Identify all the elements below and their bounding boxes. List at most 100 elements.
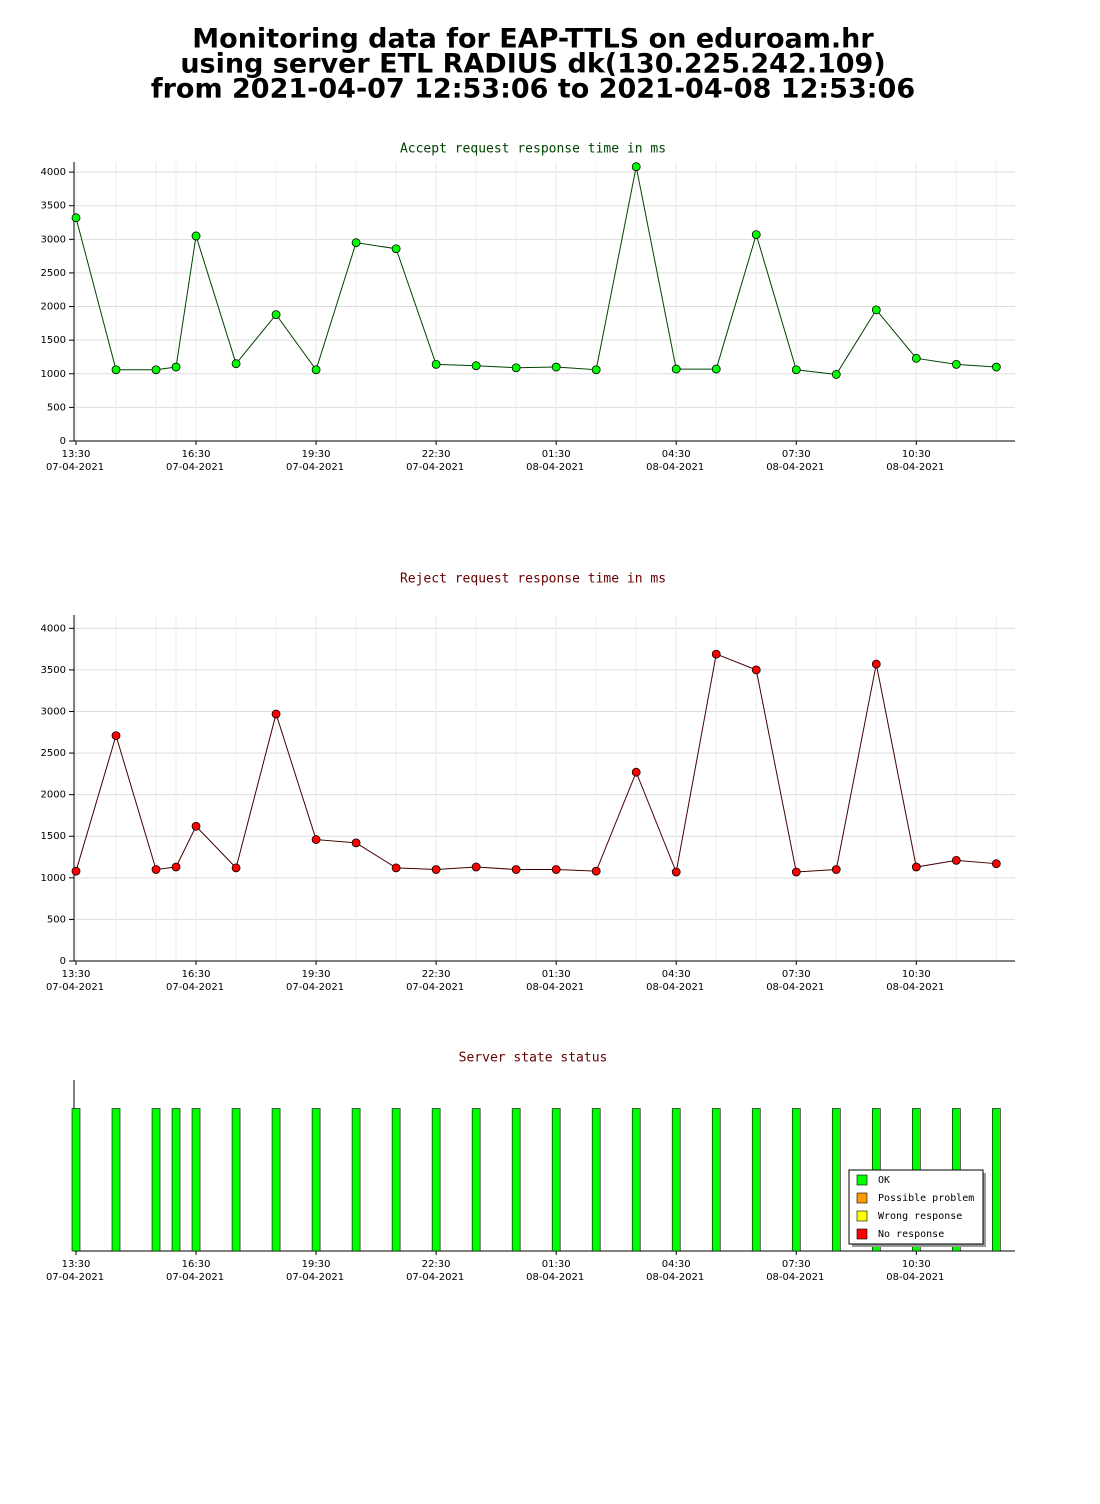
status-bar (671, 1108, 681, 1252)
marker (951, 359, 961, 369)
x-tick-label: 07-04-2021 (406, 982, 464, 993)
marker (171, 862, 181, 872)
marker (271, 310, 281, 320)
status-bar (751, 1108, 761, 1252)
status-bar (311, 1108, 321, 1252)
chart-title: Reject request response time in ms (400, 572, 666, 587)
marker (511, 363, 521, 373)
y-tick-label: 500 (47, 914, 66, 925)
y-tick-label: 1500 (41, 831, 66, 842)
marker (171, 362, 181, 372)
marker (751, 230, 761, 240)
x-tick-label: 19:30 (302, 449, 331, 460)
x-tick-label: 08-04-2021 (766, 462, 824, 473)
marker (631, 162, 641, 172)
x-tick-label: 01:30 (542, 969, 571, 980)
marker (871, 659, 881, 669)
status-bar (111, 1108, 121, 1252)
x-tick-label: 08-04-2021 (526, 1272, 584, 1283)
legend-swatch (856, 1192, 868, 1204)
legend-label: Possible problem (878, 1193, 974, 1204)
y-tick-label: 1000 (41, 369, 66, 380)
x-tick-label: 04:30 (662, 449, 691, 460)
x-tick-label: 07-04-2021 (406, 462, 464, 473)
marker (591, 365, 601, 375)
legend-label: No response (878, 1229, 944, 1240)
marker (711, 649, 721, 659)
status-bar (351, 1108, 361, 1252)
status-bar (151, 1108, 161, 1252)
x-tick-label: 01:30 (542, 449, 571, 460)
legend-swatch (856, 1210, 868, 1222)
chart-title: Accept request response time in ms (400, 142, 666, 157)
marker (831, 370, 841, 379)
marker (791, 867, 801, 877)
y-tick-label: 2000 (41, 790, 66, 801)
legend (848, 1169, 984, 1245)
x-tick-label: 08-04-2021 (526, 462, 584, 473)
marker (991, 859, 1001, 869)
marker (431, 865, 441, 874)
x-tick-label: 07-04-2021 (46, 982, 104, 993)
x-tick-label: 08-04-2021 (646, 982, 704, 993)
x-tick-label: 07-04-2021 (286, 982, 344, 993)
status-bar (791, 1108, 801, 1252)
y-tick-label: 2500 (41, 748, 66, 759)
x-tick-label: 07-04-2021 (286, 462, 344, 473)
x-tick-label: 07:30 (782, 449, 811, 460)
marker (351, 238, 361, 248)
status-bar (391, 1108, 401, 1252)
status-bar (191, 1108, 201, 1252)
marker (431, 359, 441, 369)
marker (191, 231, 201, 241)
legend-swatch (856, 1174, 868, 1186)
x-tick-label: 07-04-2021 (166, 982, 224, 993)
status-bar (591, 1108, 601, 1252)
x-tick-label: 08-04-2021 (646, 1272, 704, 1283)
legend-label: OK (878, 1175, 890, 1186)
marker (671, 364, 681, 374)
x-tick-label: 08-04-2021 (526, 982, 584, 993)
x-tick-label: 07-04-2021 (46, 1272, 104, 1283)
status-bar (831, 1108, 841, 1252)
x-tick-label: 19:30 (302, 1259, 331, 1270)
marker (991, 362, 1001, 372)
y-tick-label: 3000 (41, 234, 66, 245)
x-tick-label: 07-04-2021 (166, 462, 224, 473)
x-tick-label: 22:30 (422, 969, 451, 980)
x-tick-label: 07:30 (782, 969, 811, 980)
main-title: using server ETL RADIUS dk(130.225.242.1… (180, 49, 885, 80)
x-tick-label: 10:30 (902, 1259, 931, 1270)
y-tick-label: 3500 (41, 201, 66, 212)
x-tick-label: 08-04-2021 (886, 462, 944, 473)
x-tick-label: 04:30 (662, 969, 691, 980)
marker (151, 865, 161, 874)
status-bar (271, 1108, 281, 1252)
x-tick-label: 19:30 (302, 969, 331, 980)
status-bar (431, 1108, 441, 1252)
main-title: from 2021-04-07 12:53:06 to 2021-04-08 1… (151, 74, 915, 105)
status-bar (551, 1108, 561, 1252)
x-tick-label: 07-04-2021 (406, 1272, 464, 1283)
status-bar (471, 1108, 481, 1252)
x-tick-label: 07:30 (782, 1259, 811, 1270)
y-tick-label: 1500 (41, 335, 66, 346)
x-tick-label: 16:30 (182, 449, 211, 460)
x-tick-label: 16:30 (182, 969, 211, 980)
marker (271, 709, 281, 719)
marker (71, 213, 81, 223)
marker (551, 362, 561, 372)
y-tick-label: 1000 (41, 873, 66, 884)
x-tick-label: 10:30 (902, 449, 931, 460)
y-tick-label: 0 (60, 436, 66, 447)
status-bar (231, 1108, 241, 1252)
x-tick-label: 07-04-2021 (46, 462, 104, 473)
marker (311, 835, 321, 844)
marker (391, 244, 401, 254)
marker (471, 361, 481, 371)
y-tick-label: 0 (60, 956, 66, 967)
marker (831, 865, 841, 874)
chart-title: Server state status (459, 1051, 608, 1066)
status-bar (631, 1108, 641, 1252)
